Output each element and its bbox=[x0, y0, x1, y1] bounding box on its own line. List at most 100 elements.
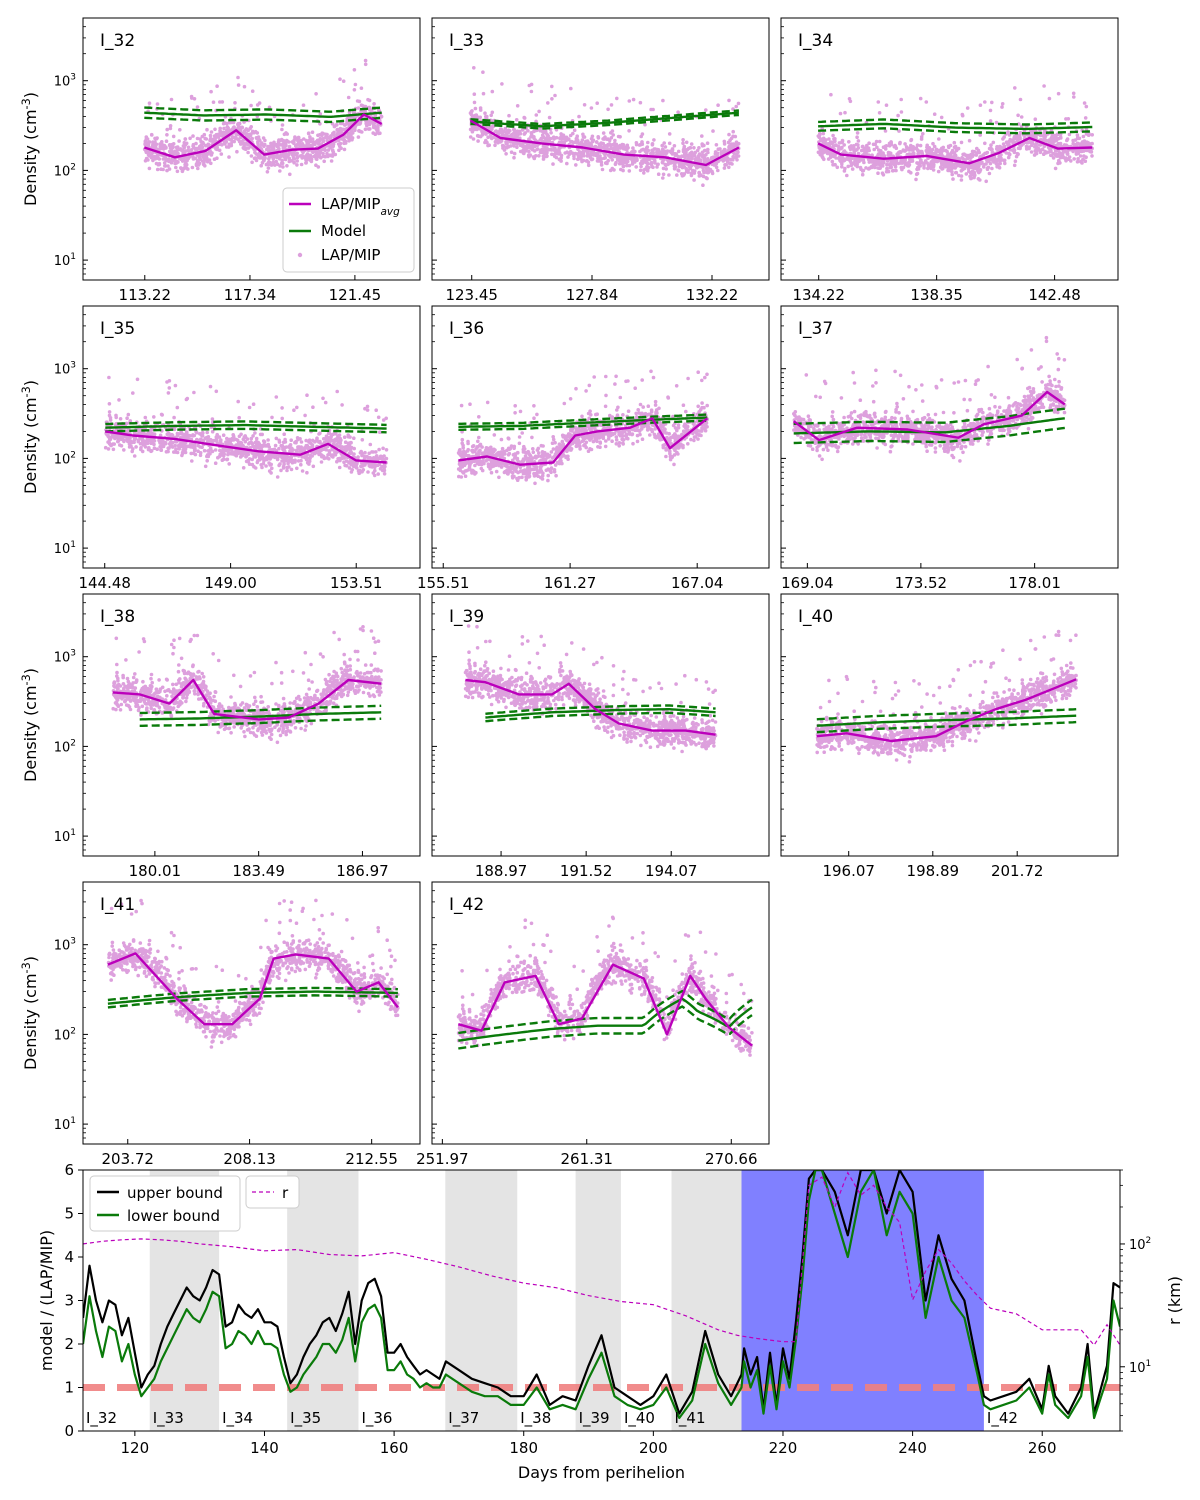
scatter-point bbox=[473, 113, 478, 118]
scatter-point bbox=[894, 168, 898, 173]
scatter-point bbox=[571, 131, 575, 136]
scatter-point bbox=[330, 447, 335, 452]
scatter-point bbox=[318, 122, 322, 126]
scatter-point bbox=[381, 418, 386, 422]
scatter-point bbox=[676, 168, 680, 172]
scatter-point bbox=[602, 137, 607, 141]
scatter-point bbox=[512, 131, 516, 135]
scatter-point bbox=[375, 456, 380, 461]
scatter-point bbox=[262, 439, 267, 444]
scatter-point bbox=[217, 148, 222, 153]
scatter-point bbox=[838, 111, 843, 116]
scatter-point bbox=[240, 450, 244, 455]
scatter-point bbox=[271, 160, 276, 164]
scatter-point bbox=[885, 159, 890, 163]
scatter-point bbox=[292, 408, 296, 413]
scatter-point bbox=[251, 452, 256, 456]
scatter-point bbox=[716, 103, 720, 107]
scatter-point bbox=[889, 165, 894, 170]
scatter-point bbox=[524, 148, 528, 152]
scatter-point bbox=[347, 460, 351, 465]
scatter-point bbox=[837, 141, 842, 145]
scatter-point bbox=[546, 101, 550, 105]
scatter-point bbox=[940, 146, 944, 151]
scatter-point bbox=[966, 166, 971, 171]
scatter-point bbox=[245, 127, 249, 132]
scatter-point bbox=[876, 166, 880, 170]
scatter-point bbox=[1084, 127, 1089, 132]
scatter-point bbox=[856, 151, 861, 156]
scatter-point bbox=[714, 143, 719, 147]
scatter-point bbox=[829, 92, 833, 97]
scatter-point bbox=[374, 408, 379, 413]
scatter-point bbox=[226, 126, 230, 130]
scatter-point bbox=[139, 447, 143, 452]
scatter-point bbox=[860, 172, 865, 177]
scatter-point bbox=[826, 157, 831, 161]
scatter-point bbox=[335, 123, 339, 127]
scatter-point bbox=[884, 103, 889, 107]
scatter-point bbox=[507, 113, 511, 118]
scatter-point bbox=[318, 441, 322, 445]
scatter-point bbox=[559, 140, 564, 144]
y-tick-label: 103 bbox=[54, 73, 76, 90]
scatter-point bbox=[299, 138, 304, 143]
scatter-point bbox=[229, 128, 233, 133]
scatter-point bbox=[284, 140, 288, 145]
scatter-point bbox=[477, 134, 481, 138]
scatter-point bbox=[543, 139, 547, 144]
scatter-point bbox=[280, 444, 285, 448]
scatter-point bbox=[722, 149, 727, 154]
scatter-point bbox=[643, 122, 647, 127]
scatter-point bbox=[676, 149, 681, 154]
scatter-point bbox=[352, 110, 357, 114]
scatter-point bbox=[222, 450, 226, 454]
scatter-point bbox=[167, 143, 172, 147]
scatter-point bbox=[639, 148, 644, 152]
scatter-point bbox=[734, 104, 738, 109]
scatter-point bbox=[307, 462, 311, 466]
scatter-point bbox=[515, 145, 519, 149]
scatter-point bbox=[934, 158, 938, 162]
scatter-point bbox=[216, 455, 220, 460]
scatter-point bbox=[132, 454, 137, 458]
scatter-point bbox=[250, 129, 255, 134]
scatter-point bbox=[158, 440, 163, 444]
scatter-point bbox=[951, 177, 955, 181]
scatter-point bbox=[702, 148, 707, 153]
scatter-point bbox=[546, 134, 550, 138]
scatter-point bbox=[366, 97, 370, 102]
scatter-point bbox=[701, 168, 706, 173]
scatter-point bbox=[899, 110, 904, 114]
scatter-point bbox=[697, 152, 702, 156]
scatter-point bbox=[695, 148, 700, 153]
scatter-point bbox=[295, 405, 299, 410]
y-tick-label: 101 bbox=[54, 252, 76, 269]
y-axis-label: Density (cm-3) bbox=[20, 380, 41, 494]
scatter-point bbox=[574, 163, 578, 167]
scatter-point bbox=[349, 470, 354, 474]
scatter-point bbox=[532, 149, 537, 153]
scatter-point bbox=[819, 146, 823, 151]
scatter-point bbox=[218, 129, 222, 133]
scatter-point bbox=[172, 427, 177, 432]
model-lower-line bbox=[144, 116, 382, 124]
scatter-point bbox=[205, 459, 209, 463]
scatter-point bbox=[1013, 86, 1017, 90]
scatter-point bbox=[111, 447, 116, 452]
scatter-point bbox=[192, 390, 196, 395]
scatter-point bbox=[157, 162, 162, 167]
scatter-point bbox=[680, 154, 684, 158]
scatter-point bbox=[494, 129, 499, 133]
scatter-point bbox=[256, 141, 260, 146]
scatter-point bbox=[887, 144, 892, 148]
scatter-point bbox=[953, 165, 957, 170]
scatter-point bbox=[277, 156, 281, 160]
panel-i-33: 123.45 127.84 132.22I_33 bbox=[431, 17, 770, 304]
scatter-point bbox=[733, 155, 737, 160]
scatter-point bbox=[238, 125, 242, 130]
scatter-point bbox=[175, 145, 180, 149]
scatter-point bbox=[909, 148, 914, 152]
scatter-point bbox=[125, 435, 130, 440]
scatter-point bbox=[255, 442, 259, 446]
